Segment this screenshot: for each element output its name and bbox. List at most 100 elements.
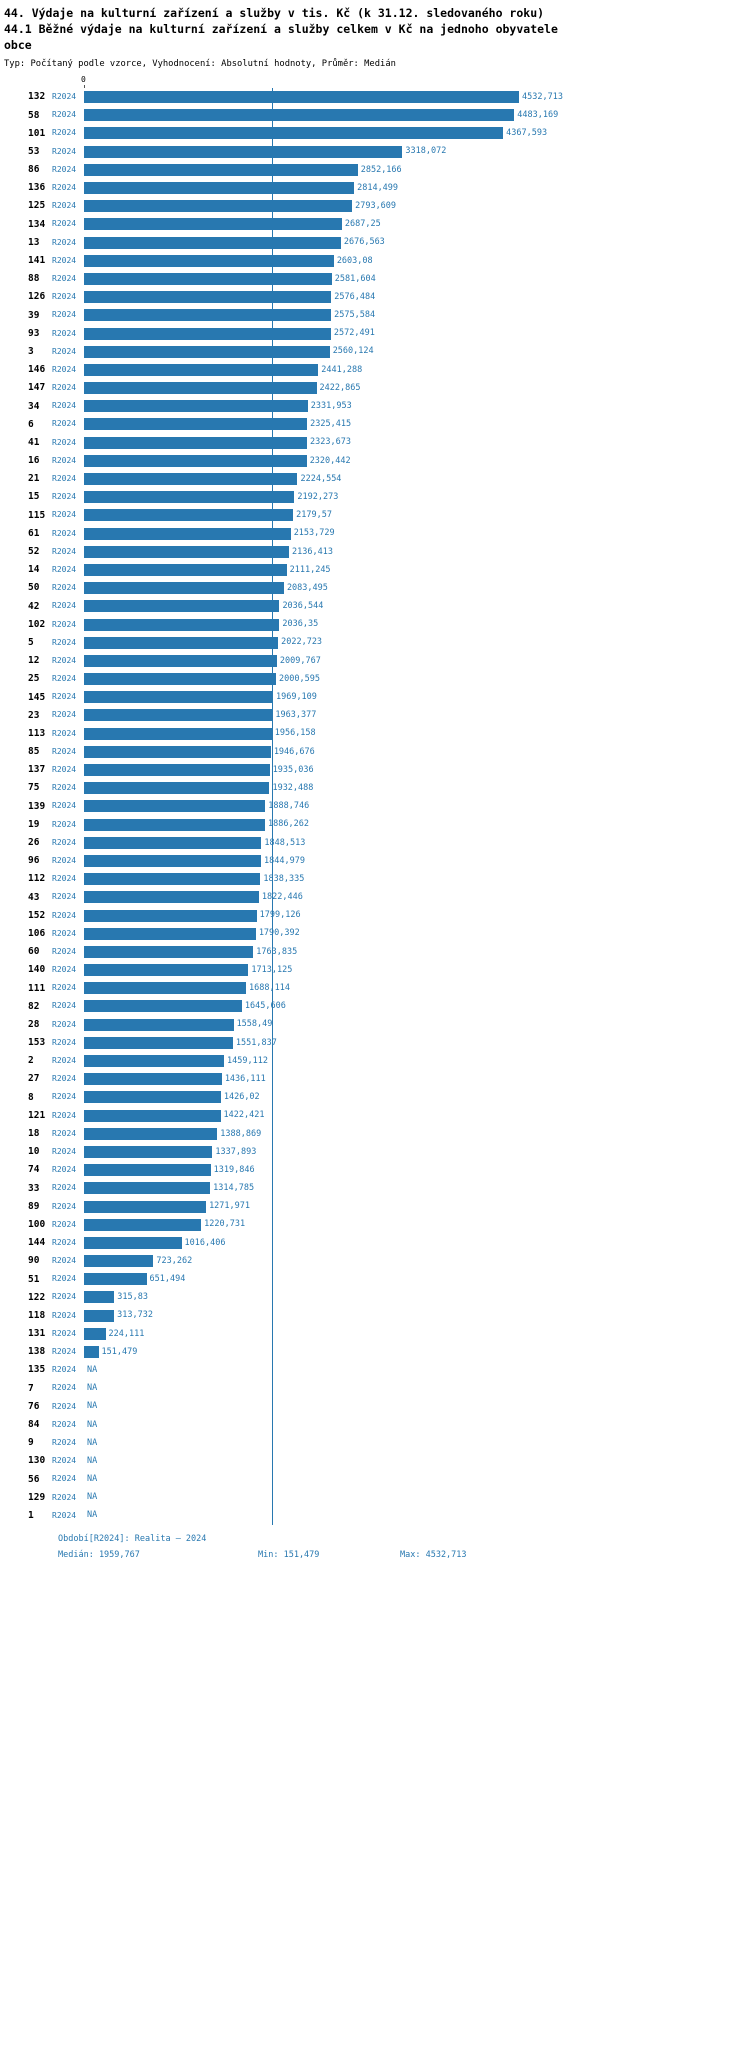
row-id: 135 — [28, 1364, 46, 1376]
row-period-label: R2024 — [52, 637, 77, 647]
row-bar — [84, 418, 308, 431]
chart-row: 113 R2024 1956,158 — [0, 725, 750, 743]
row-value-label: 1886,262 — [268, 819, 309, 830]
row-bar-area: 3318,072 — [84, 145, 750, 158]
row-id: 106 — [28, 927, 46, 939]
row-value-label: 1888,746 — [268, 801, 310, 812]
chart-row: 106 R2024 1790,392 — [0, 925, 750, 943]
row-period-label: R2024 — [52, 1437, 77, 1447]
row-id: 113 — [28, 727, 46, 739]
chart-row: 43 R2024 1822,446 — [0, 888, 750, 906]
row-value-label: 1016,406 — [184, 1237, 226, 1248]
chart-row: 129 R2024 NA — [0, 1488, 750, 1506]
row-period-label: R2024 — [52, 383, 77, 393]
row-bar — [84, 200, 353, 213]
row-bar-area: 1844,979 — [84, 854, 750, 867]
row-period-label: R2024 — [52, 492, 77, 502]
row-id: 16 — [28, 455, 40, 467]
row-id: 146 — [28, 364, 46, 376]
row-value-label: 2581,604 — [334, 273, 376, 284]
row-period-label: R2024 — [52, 892, 77, 902]
row-id: 84 — [28, 1419, 40, 1431]
chart-row: 130 R2024 NA — [0, 1452, 750, 1470]
row-bar — [84, 163, 358, 176]
row-id: 58 — [28, 109, 40, 121]
row-period-label: R2024 — [52, 819, 77, 829]
row-period-label: R2024 — [52, 1219, 77, 1229]
row-bar-area: 1838,335 — [84, 873, 750, 886]
row-period-label: R2024 — [52, 1092, 77, 1102]
row-id: 90 — [28, 1255, 40, 1267]
footer-period: Období[R2024]: Realita – 2024 — [58, 1533, 207, 1544]
row-id: 112 — [28, 873, 46, 885]
row-id: 52 — [28, 546, 40, 558]
row-id: 15 — [28, 491, 40, 503]
row-bar-area: 1388,869 — [84, 1127, 750, 1140]
row-value-label: NA — [87, 1474, 98, 1485]
row-value-label: 2441,288 — [321, 364, 363, 375]
row-period-label: R2024 — [52, 510, 77, 520]
row-id: 3 — [28, 345, 34, 357]
chart-row: 131 R2024 224,111 — [0, 1325, 750, 1343]
row-period-label: R2024 — [52, 1001, 77, 1011]
row-value-label: 2560,124 — [332, 346, 374, 357]
row-id: 144 — [28, 1237, 46, 1249]
row-id: 132 — [28, 91, 46, 103]
row-bar-area: 1886,262 — [84, 818, 750, 831]
row-bar — [84, 1182, 211, 1195]
chart-row: 53 R2024 3318,072 — [0, 143, 750, 161]
row-value-label: 2320,442 — [309, 455, 351, 466]
row-bar — [84, 964, 249, 977]
row-bar — [84, 218, 342, 231]
row-id: 1 — [28, 1509, 34, 1521]
row-period-label: R2024 — [52, 1019, 77, 1029]
row-bar — [84, 691, 273, 704]
row-bar-area: 2331,953 — [84, 400, 750, 413]
row-bar — [84, 1000, 242, 1013]
row-value-label: 1558,49 — [236, 1019, 273, 1030]
bar-chart: 0 132 R2024 4532,713 58 R2024 4483,169 101 R202… — [0, 75, 750, 1525]
row-period-label: R2024 — [52, 164, 77, 174]
row-bar — [84, 182, 355, 195]
row-period-label: R2024 — [52, 1383, 77, 1393]
row-id: 39 — [28, 309, 40, 321]
row-id: 102 — [28, 618, 46, 630]
row-bar-area: 151,479 — [84, 1346, 750, 1359]
row-id: 14 — [28, 564, 40, 576]
row-period-label: R2024 — [52, 1146, 77, 1156]
chart-row: 93 R2024 2572,491 — [0, 324, 750, 342]
row-value-label: 2022,723 — [281, 637, 323, 648]
row-value-label: 1422,421 — [223, 1110, 265, 1121]
row-id: 145 — [28, 691, 46, 703]
row-value-label: 1314,785 — [213, 1183, 255, 1194]
row-bar-area: 1963,377 — [84, 709, 750, 722]
row-period-label: R2024 — [52, 546, 77, 556]
chart-axis: 0 — [0, 75, 750, 88]
chart-row: 146 R2024 2441,288 — [0, 361, 750, 379]
chart-row: 140 R2024 1713,125 — [0, 961, 750, 979]
row-bar — [84, 818, 266, 831]
row-value-label: 1799,126 — [259, 910, 301, 921]
row-value-label: 2224,554 — [300, 473, 342, 484]
row-period-label: R2024 — [52, 255, 77, 265]
chart-row: 112 R2024 1838,335 — [0, 870, 750, 888]
row-bar-area: 2576,484 — [84, 291, 750, 304]
row-bar — [84, 1145, 213, 1158]
row-period-label: R2024 — [52, 437, 77, 447]
row-value-label: 1763,835 — [256, 946, 298, 957]
row-bar-area: 2793,609 — [84, 200, 750, 213]
row-value-label: 1220,731 — [204, 1219, 246, 1230]
row-bar — [84, 236, 341, 249]
row-period-label: R2024 — [52, 1037, 77, 1047]
row-bar — [84, 1091, 221, 1104]
row-value-label: 1848,513 — [264, 837, 306, 848]
row-bar — [84, 400, 308, 413]
chart-row: 86 R2024 2852,166 — [0, 161, 750, 179]
row-id: 7 — [28, 1382, 34, 1394]
row-id: 41 — [28, 436, 40, 448]
row-id: 82 — [28, 1000, 40, 1012]
chart-row: 50 R2024 2083,495 — [0, 579, 750, 597]
row-bar — [84, 491, 295, 504]
chart-row: 51 R2024 651,494 — [0, 1270, 750, 1288]
row-bar-area: 1271,971 — [84, 1200, 750, 1213]
